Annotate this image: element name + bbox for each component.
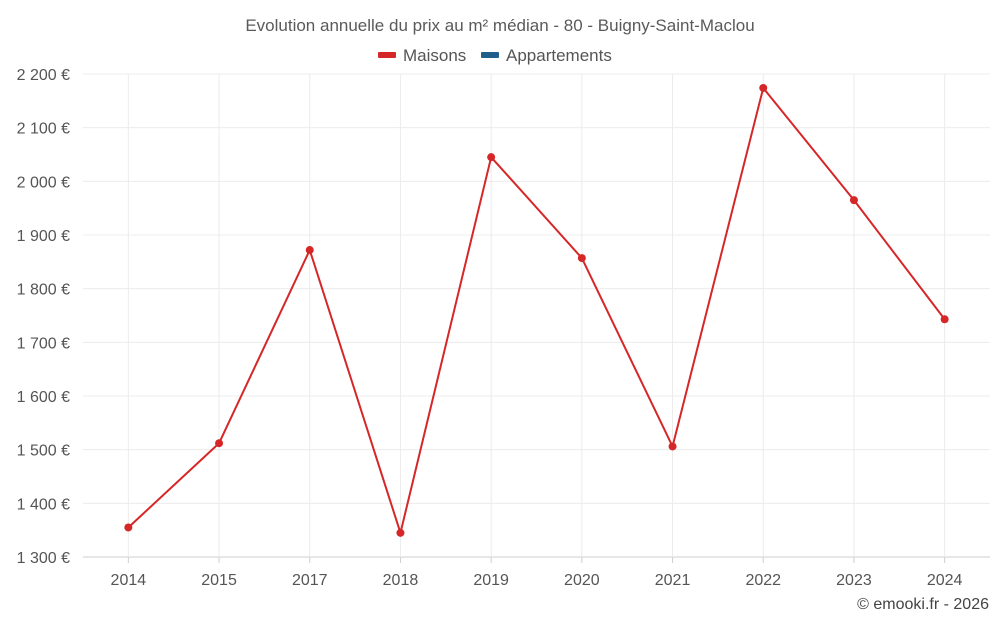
- grid: [83, 73, 990, 558]
- legend-item-maisons[interactable]: Maisons: [378, 46, 466, 65]
- y-tick-label: 1 600 €: [17, 389, 70, 406]
- data-point[interactable]: [124, 523, 133, 532]
- y-axis: 1 300 € 1 400 € 1 500 € 1 600 € 1 700 € 1 800…: [17, 67, 70, 567]
- data-point[interactable]: [396, 528, 405, 537]
- x-tick-label: 2024: [927, 572, 963, 589]
- data-point[interactable]: [759, 83, 768, 92]
- x-tick-label: 2015: [201, 572, 237, 589]
- series-line: [127, 86, 946, 534]
- data-point[interactable]: [577, 254, 586, 263]
- x-axis: 2014 2015 2017 2018 2019 2020 2021 2022 2023 2024: [111, 557, 963, 589]
- legend-swatch-appartements: [481, 52, 499, 58]
- y-tick-label: 1 900 €: [17, 228, 70, 245]
- y-tick-label: 1 800 €: [17, 282, 70, 299]
- data-point[interactable]: [668, 442, 677, 451]
- legend-label-appartements: Appartements: [506, 46, 612, 65]
- x-tick-label: 2022: [745, 572, 781, 589]
- x-tick-label: 2023: [836, 572, 872, 589]
- credit-text: © emooki.fr - 2026: [857, 596, 989, 613]
- data-point[interactable]: [940, 315, 949, 324]
- x-tick-label: 2018: [383, 572, 419, 589]
- y-tick-label: 1 400 €: [17, 496, 70, 513]
- chart-title: Evolution annuelle du prix au m² médian …: [245, 16, 754, 35]
- y-tick-label: 1 300 €: [17, 550, 70, 567]
- data-point[interactable]: [849, 196, 858, 205]
- y-tick-label: 2 000 €: [17, 174, 70, 191]
- data-point[interactable]: [305, 246, 314, 255]
- x-tick-label: 2017: [292, 572, 328, 589]
- y-tick-label: 1 500 €: [17, 443, 70, 460]
- x-tick-label: 2019: [473, 572, 509, 589]
- x-tick-label: 2021: [655, 572, 691, 589]
- data-point[interactable]: [215, 439, 224, 448]
- y-tick-label: 1 700 €: [17, 335, 70, 352]
- legend-item-appartements[interactable]: Appartements: [481, 46, 612, 65]
- legend-swatch-maisons: [378, 52, 396, 58]
- data-point[interactable]: [487, 153, 496, 162]
- y-tick-label: 2 100 €: [17, 121, 70, 138]
- legend-label-maisons: Maisons: [403, 46, 466, 65]
- legend: Maisons Appartements: [378, 46, 612, 65]
- y-tick-label: 2 200 €: [17, 67, 70, 84]
- x-tick-label: 2020: [564, 572, 600, 589]
- x-tick-label: 2014: [111, 572, 147, 589]
- series-maisons: [124, 83, 949, 537]
